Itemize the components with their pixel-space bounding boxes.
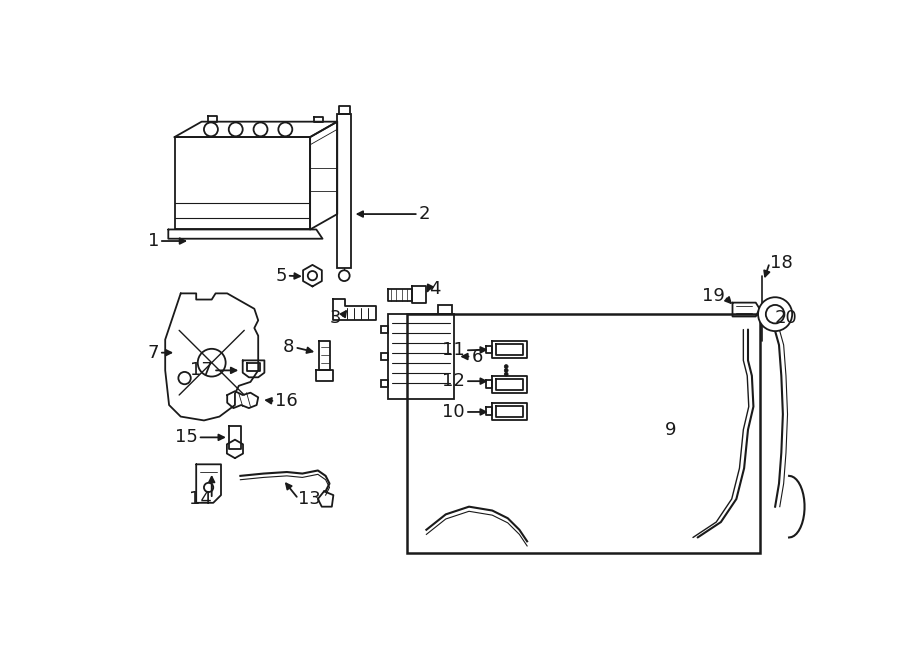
Text: 13: 13 (299, 490, 321, 508)
Polygon shape (303, 265, 322, 286)
Text: 12: 12 (442, 372, 465, 390)
Circle shape (229, 122, 243, 136)
Bar (407, 314, 760, 553)
Text: 16: 16 (275, 392, 298, 410)
Bar (382, 353, 388, 360)
Circle shape (504, 365, 508, 368)
Text: 10: 10 (443, 403, 465, 421)
Bar (382, 379, 388, 387)
Text: 19: 19 (702, 288, 724, 305)
Bar (382, 326, 388, 333)
Bar (438, 305, 452, 314)
Circle shape (504, 368, 508, 372)
Circle shape (204, 122, 218, 136)
Circle shape (308, 271, 317, 280)
Text: 2: 2 (418, 205, 430, 223)
Circle shape (254, 122, 267, 136)
Text: 3: 3 (329, 309, 341, 327)
Text: 14: 14 (189, 490, 212, 508)
Text: 17: 17 (191, 362, 213, 379)
Text: 6: 6 (472, 348, 482, 366)
Text: 1: 1 (148, 232, 159, 250)
Circle shape (278, 122, 293, 136)
Text: 7: 7 (148, 344, 159, 362)
Text: 5: 5 (275, 266, 287, 285)
Text: 4: 4 (428, 280, 440, 297)
Text: 20: 20 (775, 309, 798, 327)
Text: 11: 11 (443, 341, 465, 360)
Text: 9: 9 (665, 420, 676, 439)
Bar (338, 114, 351, 268)
Circle shape (504, 372, 508, 376)
Text: 18: 18 (770, 254, 793, 272)
Bar (388, 314, 454, 399)
Text: 8: 8 (284, 338, 294, 356)
Circle shape (338, 270, 350, 281)
Circle shape (758, 297, 792, 331)
Text: 15: 15 (175, 428, 198, 446)
